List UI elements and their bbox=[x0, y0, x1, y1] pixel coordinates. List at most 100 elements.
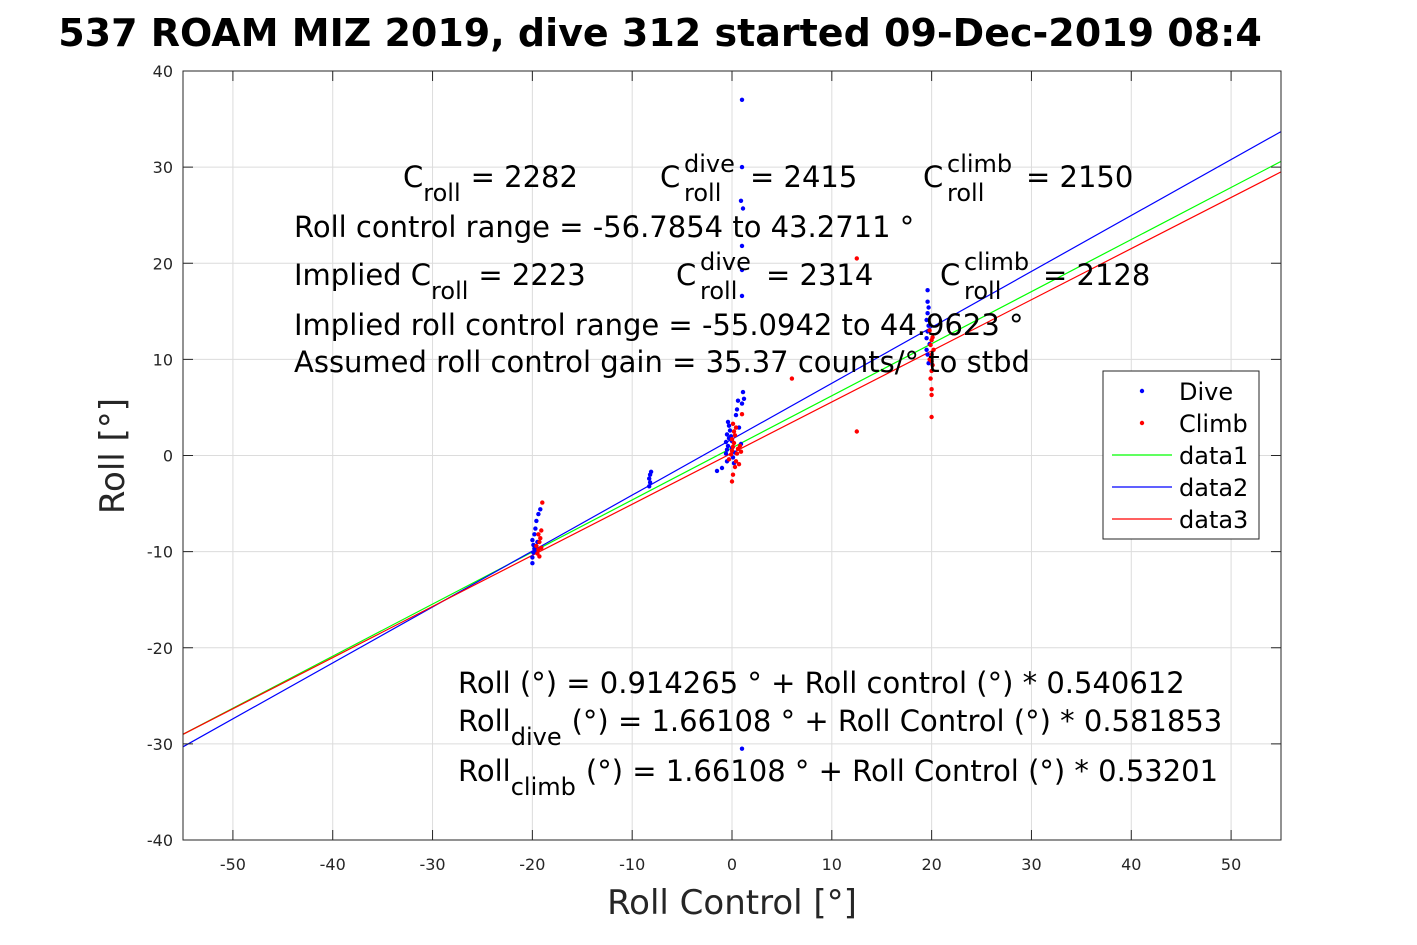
point-dive bbox=[719, 465, 725, 471]
point-dive bbox=[726, 423, 732, 428]
annotation-implied-c-climb-sup: climb bbox=[964, 248, 1029, 276]
point-dive bbox=[647, 480, 653, 485]
legend-marker-dive bbox=[1139, 388, 1145, 394]
point-climb bbox=[930, 335, 935, 340]
legend: Dive Climb data1 data2 data3 bbox=[1102, 370, 1260, 540]
point-climb bbox=[929, 387, 934, 392]
x-tick-label: 50 bbox=[1221, 855, 1241, 874]
x-tick-label: -40 bbox=[320, 855, 346, 874]
y-axis-label: Roll [°] bbox=[93, 398, 133, 514]
point-climb bbox=[730, 472, 736, 477]
point-dive bbox=[647, 476, 652, 481]
point-climb bbox=[731, 429, 737, 434]
point-dive bbox=[734, 407, 740, 412]
y-tick-label: 30 bbox=[153, 158, 173, 177]
point-dive bbox=[739, 267, 745, 273]
point-climb bbox=[729, 437, 735, 442]
point-dive bbox=[536, 511, 541, 517]
annotation-implied-c-climb-sub: roll bbox=[964, 277, 1001, 305]
y-tick-label: -40 bbox=[147, 831, 173, 850]
point-climb bbox=[538, 536, 543, 541]
annotation-c-roll-climb-sup: climb bbox=[947, 150, 1012, 178]
point-climb bbox=[540, 500, 545, 505]
point-climb bbox=[737, 443, 743, 449]
x-tick-label: 10 bbox=[822, 855, 842, 874]
point-dive bbox=[725, 443, 731, 449]
point-climb bbox=[732, 433, 738, 438]
point-dive bbox=[925, 299, 930, 304]
annotation-fit-dive: Rolldive (°) = 1.66108 ° + Roll Control (… bbox=[458, 704, 1222, 751]
axis-ticks: -50 -40 -30 -20 -10 0 10 20 30 40 50 -40 -30 -20 -10 0 1… bbox=[147, 62, 1281, 874]
annotation-roll-control-range: Roll control range = -56.7854 to 43.2711… bbox=[294, 210, 914, 244]
point-dive bbox=[925, 311, 930, 316]
point-dive bbox=[532, 532, 537, 537]
point-dive bbox=[735, 398, 741, 403]
data-points bbox=[530, 97, 936, 751]
annotation-fit-climb: Rollclimb (°) = 1.66108 ° + Roll Control … bbox=[458, 754, 1218, 801]
point-dive bbox=[648, 469, 654, 474]
point-dive bbox=[739, 243, 745, 249]
legend-label-dive: Dive bbox=[1179, 378, 1233, 406]
plot-area: -50 -40 -30 -20 -10 0 10 20 30 40 50 -40 -30 -20 -10 0 1… bbox=[147, 62, 1282, 874]
point-dive bbox=[534, 518, 539, 524]
x-axis-label: Roll Control [°] bbox=[607, 883, 857, 923]
point-dive bbox=[530, 537, 535, 543]
point-climb bbox=[537, 539, 542, 545]
point-climb bbox=[733, 459, 739, 464]
point-dive bbox=[740, 206, 746, 211]
point-dive bbox=[741, 396, 747, 401]
point-dive bbox=[738, 198, 744, 203]
annotation-c-roll-dive-value: = 2415 bbox=[750, 160, 857, 194]
point-climb bbox=[929, 392, 934, 398]
point-climb bbox=[928, 342, 933, 348]
y-tick-label: -20 bbox=[147, 639, 173, 658]
point-climb bbox=[534, 543, 539, 549]
point-dive bbox=[739, 97, 745, 103]
legend-marker-climb bbox=[1139, 420, 1145, 426]
annotation-c-roll-climb-sub: roll bbox=[947, 179, 984, 207]
point-dive bbox=[739, 164, 745, 170]
point-dive bbox=[924, 317, 929, 323]
point-climb bbox=[929, 352, 934, 357]
annotation-implied-c-dive-sub: roll bbox=[700, 277, 737, 305]
point-climb bbox=[789, 376, 795, 381]
point-climb bbox=[854, 256, 859, 261]
annotation-implied-range: Implied roll control range = -55.0942 to… bbox=[294, 308, 1024, 342]
point-dive bbox=[724, 447, 730, 452]
point-dive bbox=[925, 352, 930, 357]
x-tick-label: -50 bbox=[220, 855, 246, 874]
point-dive bbox=[723, 439, 729, 445]
legend-label-data3: data3 bbox=[1179, 506, 1248, 534]
point-climb bbox=[739, 412, 745, 417]
point-dive bbox=[538, 507, 543, 512]
point-dive bbox=[530, 555, 535, 560]
y-tick-label: -10 bbox=[147, 543, 173, 562]
point-climb bbox=[927, 328, 932, 333]
annotation-c-roll: Croll = 2282 bbox=[403, 160, 578, 207]
point-climb bbox=[931, 347, 936, 352]
point-dive bbox=[739, 746, 745, 751]
legend-label-climb: Climb bbox=[1179, 410, 1248, 438]
annotation-implied-c-dive-value: = 2314 bbox=[766, 258, 873, 292]
point-dive bbox=[924, 336, 929, 341]
point-climb bbox=[536, 532, 541, 537]
point-dive bbox=[924, 347, 929, 352]
point-dive bbox=[727, 428, 733, 433]
x-tick-label: 40 bbox=[1121, 855, 1141, 874]
annotation-implied-c-climb-value: = 2128 bbox=[1043, 258, 1150, 292]
legend-items: Dive Climb data1 data2 data3 bbox=[1112, 378, 1248, 534]
point-dive bbox=[533, 526, 538, 531]
point-climb bbox=[539, 545, 544, 550]
legend-label-data2: data2 bbox=[1179, 474, 1248, 502]
point-climb bbox=[728, 452, 734, 457]
y-tick-label: -30 bbox=[147, 735, 173, 754]
point-climb bbox=[732, 464, 738, 470]
annotation-gain: Assumed roll control gain = 35.37 counts… bbox=[294, 345, 1030, 379]
annotation-implied-c-roll: Implied Croll = 2223 bbox=[294, 258, 586, 305]
annotation-c-roll-dive-sub: roll bbox=[684, 179, 721, 207]
chart-title: 537 ROAM MIZ 2019, dive 312 started 09-D… bbox=[58, 11, 1262, 55]
point-climb bbox=[731, 440, 737, 446]
point-climb bbox=[729, 479, 735, 484]
point-dive bbox=[926, 305, 931, 310]
